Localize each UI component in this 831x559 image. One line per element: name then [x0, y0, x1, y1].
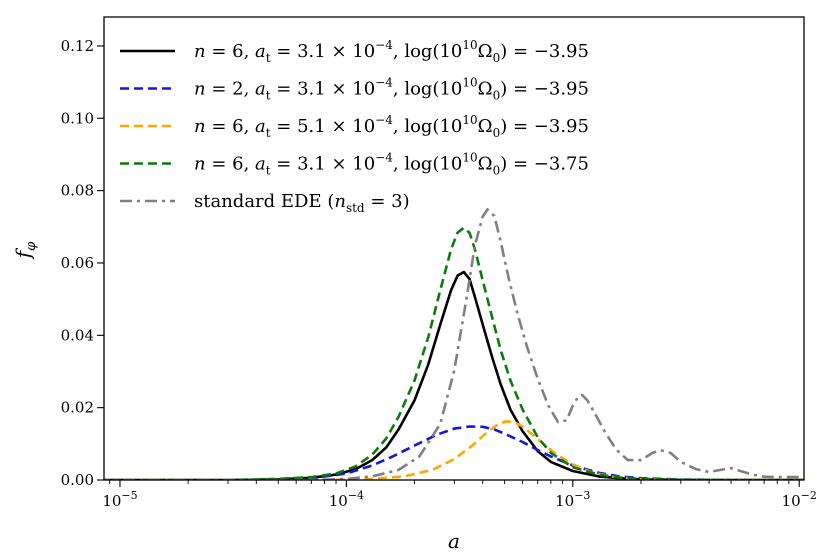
legend-label-part: Ω: [478, 154, 493, 175]
legend-label-1: n = 6, at = 3.1 × 10−4, log(1010Ω0) = −3…: [194, 38, 589, 65]
x-tick-label-exponent: −2: [801, 489, 817, 502]
legend-label-part: t: [266, 89, 271, 103]
x-tick-label: 10−3: [555, 489, 590, 510]
legend-label-part: a: [255, 79, 266, 100]
legend-label-part: n: [194, 154, 206, 175]
legend-label-part: a: [255, 154, 266, 175]
x-tick-label-base: 10: [782, 492, 801, 510]
y-tick-label: 0.04: [61, 326, 94, 344]
legend-label-part: Ω: [478, 41, 493, 62]
x-tick-label-exponent: −3: [574, 489, 590, 502]
legend-label-part: 10: [462, 38, 477, 52]
legend-label-part: = 5.1 × 10: [271, 116, 376, 137]
x-tick-label: 10−2: [782, 489, 817, 510]
legend-label-part: t: [266, 126, 271, 140]
x-tick-label-base: 10: [329, 492, 348, 510]
plot-frame: [103, 16, 805, 481]
y-tick-label: 0.12: [61, 37, 94, 55]
y-tick-label: 0.06: [61, 254, 94, 272]
legend-label-part: n: [194, 41, 206, 62]
legend-label-part: ) = −3.95: [500, 116, 589, 137]
y-tick-label: 0.10: [61, 109, 94, 127]
legend-label-5: standard EDE (nstd = 3): [194, 191, 410, 215]
legend-label-part: a: [255, 41, 266, 62]
legend-label-part: ) = −3.75: [500, 154, 589, 175]
legend-label-part: 0: [493, 126, 501, 140]
legend-label-part: = 2,: [206, 79, 255, 100]
x-tick-label-base: 10: [555, 492, 574, 510]
legend-label-part: = 3): [365, 191, 410, 212]
legend-label-part: n: [194, 116, 206, 137]
legend-label-part: = 3.1 × 10: [271, 41, 376, 62]
x-tick-label-exponent: −4: [348, 489, 364, 502]
legend-label-part: ) = −3.95: [500, 79, 589, 100]
legend-label-part: −4: [375, 38, 393, 52]
y-tick-label: 0.08: [61, 182, 94, 200]
legend-label-part: , log(10: [393, 41, 463, 62]
legend-label-part: Ω: [478, 79, 493, 100]
legend-label-part: = 6,: [206, 41, 255, 62]
legend-label-3: n = 6, at = 5.1 × 10−4, log(1010Ω0) = −3…: [194, 113, 589, 140]
x-tick-label: 10−4: [329, 489, 364, 510]
legend-label-part: a: [255, 116, 266, 137]
legend-label-part: 10: [462, 76, 477, 90]
legend-label-part: , log(10: [393, 79, 463, 100]
legend-label-part: , log(10: [393, 154, 463, 175]
series-line-5: [104, 208, 804, 480]
legend-label-part: std: [346, 201, 365, 215]
x-axis-ticks: 10−5 10−4 10−3 10−2: [102, 480, 817, 510]
legend-label-part: −4: [375, 76, 393, 90]
legend-label-part: ) = −3.95: [500, 41, 589, 62]
series-line-2: [104, 425, 804, 480]
legend-label-4: n = 6, at = 3.1 × 10−4, log(1010Ω0) = −3…: [194, 151, 589, 178]
y-axis-ticks: 0.00 0.02 0.04 0.06 0.08 0.10 0.12: [61, 37, 104, 489]
x-tick-label-base: 10: [102, 492, 121, 510]
legend-label-part: 0: [493, 89, 501, 103]
legend-label-part: t: [266, 164, 271, 178]
legend-label-part: t: [266, 51, 271, 65]
legend-label-part: = 3.1 × 10: [271, 154, 376, 175]
legend: n = 6, at = 3.1 × 10−4, log(1010Ω0) = −3…: [120, 38, 589, 215]
legend-label-part: n: [334, 191, 346, 212]
legend-label-part: = 6,: [206, 116, 255, 137]
legend-label-part: −4: [375, 113, 393, 127]
x-axis-label: a: [448, 529, 460, 553]
series-line-1: [104, 270, 804, 480]
legend-label-part: 0: [493, 51, 501, 65]
y-axis-label-subscript: φ: [24, 241, 39, 251]
legend-label-part: 10: [462, 113, 477, 127]
legend-label-part: = 6,: [206, 154, 255, 175]
y-tick-label: 0.00: [61, 471, 94, 489]
y-tick-label: 0.02: [61, 399, 94, 417]
legend-label-part: = 3.1 × 10: [271, 79, 376, 100]
legend-label-part: standard EDE (: [194, 191, 334, 212]
series-layer: [104, 208, 804, 480]
legend-label-part: , log(10: [393, 116, 463, 137]
legend-label-part: −4: [375, 151, 393, 165]
legend-label-part: 0: [493, 164, 501, 178]
x-tick-label: 10−5: [102, 489, 137, 510]
series-line-4: [104, 226, 804, 480]
x-tick-label-exponent: −5: [121, 489, 137, 502]
legend-label-part: Ω: [478, 116, 493, 137]
legend-label-2: n = 2, at = 3.1 × 10−4, log(1010Ω0) = −3…: [194, 76, 589, 103]
legend-label-part: n: [194, 79, 206, 100]
legend-label-part: 10: [462, 151, 477, 165]
